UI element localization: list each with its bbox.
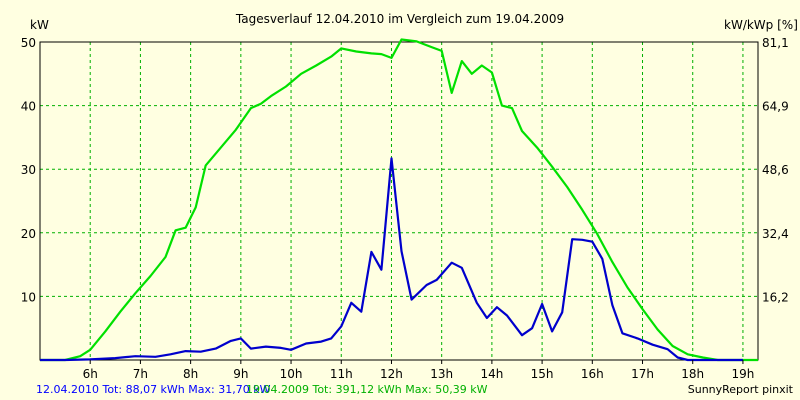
y-axis-left-label: kW [30,18,49,32]
y-right-tick-label-3: 64,9 [762,100,789,114]
y-right-tick-label-1: 32,4 [762,227,789,241]
series-line-1 [40,38,758,362]
y-axis-right-label: kW/kWp [%] [724,18,798,32]
y-right-tick-label-2: 48,6 [762,163,789,177]
x-tick-label-8: 14h [480,367,503,381]
y-right-tick-label-4: 81,1 [762,36,789,50]
footer-series2-stats: 19.04.2009 Tot: 391,12 kWh Max: 50,39 kW [246,383,488,396]
x-tick-label-2: 8h [183,367,198,381]
series-line-0 [40,157,743,362]
y-left-tick-label-0: 10 [21,290,36,304]
chart-title: Tagesverlauf 12.04.2010 im Vergleich zum… [235,12,564,26]
footer-credit: SunnyReport pinxit [688,383,794,396]
x-tick-label-12: 18h [681,367,704,381]
series-layer [40,38,758,362]
x-tick-label-5: 11h [330,367,353,381]
x-tick-label-4: 10h [280,367,303,381]
x-tick-label-11: 17h [631,367,654,381]
x-tick-label-1: 7h [133,367,148,381]
x-tick-label-7: 13h [430,367,453,381]
y-right-tick-label-0: 16,2 [762,290,789,304]
footer-series1-stats: 12.04.2010 Tot: 88,07 kWh Max: 31,70 kW [36,383,271,396]
y-left-tick-label-4: 50 [21,36,36,50]
y-left-tick-label-1: 20 [21,227,36,241]
x-tick-label-6: 12h [380,367,403,381]
y-left-tick-label-2: 30 [21,163,36,177]
tick-labels: 6h 7h 8h 9h 10h 11h 12h 13h 14h 15h 16h 17h 18h 19h 10… [21,36,789,381]
x-tick-label-10: 16h [581,367,604,381]
x-tick-label-9: 15h [531,367,554,381]
x-tick-label-3: 9h [233,367,248,381]
grid [40,42,758,360]
x-tick-label-13: 19h [731,367,754,381]
x-tick-label-0: 6h [83,367,98,381]
y-left-tick-label-3: 40 [21,100,36,114]
plot-frame [39,41,759,361]
